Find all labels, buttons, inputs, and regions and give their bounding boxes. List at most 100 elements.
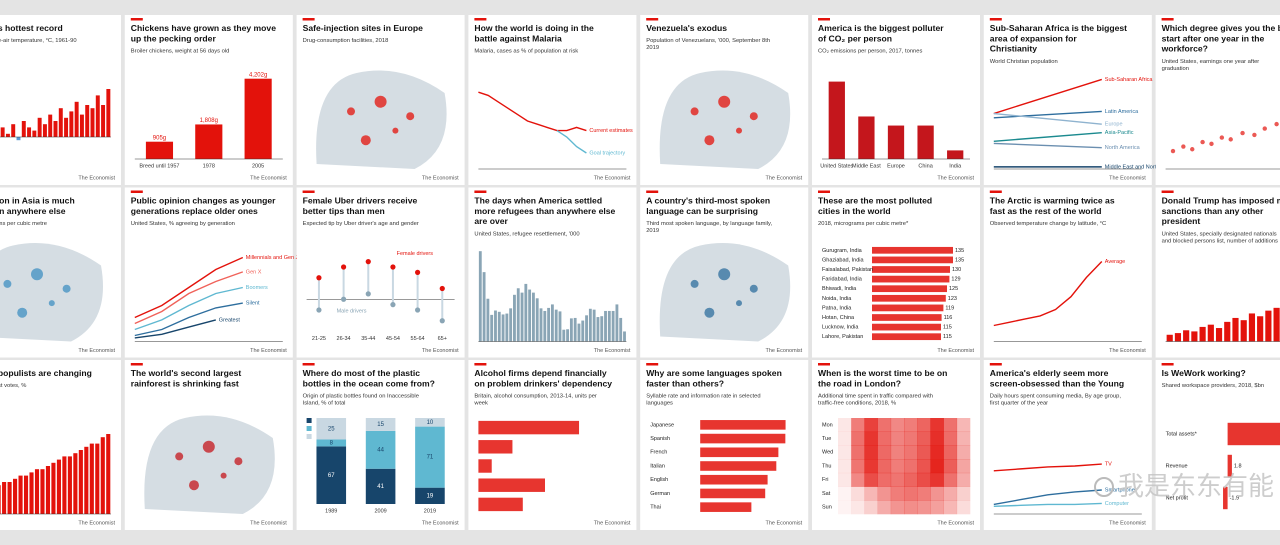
brand-credit: The Economist bbox=[422, 520, 459, 526]
red-tag bbox=[1161, 190, 1174, 193]
value-label: 1.8 bbox=[1234, 463, 1242, 469]
land-shape bbox=[659, 70, 791, 169]
red-tag bbox=[818, 18, 830, 21]
panel: Public opinion changes as younger genera… bbox=[124, 187, 300, 358]
bar bbox=[1223, 486, 1228, 510]
panel-title: A country's third-most spoken language c… bbox=[646, 196, 772, 216]
red-tag bbox=[130, 190, 143, 193]
heat-cell bbox=[864, 486, 878, 501]
heat-cell bbox=[851, 500, 865, 515]
category-label: 1989 bbox=[325, 508, 337, 514]
red-tag bbox=[474, 363, 487, 366]
bar bbox=[872, 266, 950, 273]
heat-cell bbox=[877, 500, 892, 515]
category-label: Revenue bbox=[1166, 463, 1188, 469]
heat-cell bbox=[877, 418, 892, 433]
bar bbox=[539, 308, 543, 342]
panel: Air pollution in Asia is much worse than… bbox=[0, 187, 121, 358]
heat-cell bbox=[877, 431, 892, 446]
segment-label: 67 bbox=[328, 473, 335, 479]
value-label: 135 bbox=[955, 248, 964, 254]
bar bbox=[478, 420, 580, 435]
heat-cell bbox=[838, 472, 852, 487]
bar bbox=[858, 116, 875, 159]
map-marker bbox=[374, 95, 387, 108]
dot bbox=[439, 285, 445, 292]
value-label: 116 bbox=[944, 315, 953, 321]
bar bbox=[84, 446, 89, 514]
heat-cell bbox=[838, 486, 852, 501]
panel-subtitle: Third most spoken language, by language … bbox=[646, 221, 774, 234]
red-tag bbox=[474, 190, 487, 193]
panel-title: The Arctic is warming twice as fast as t… bbox=[990, 196, 1117, 216]
bar bbox=[490, 314, 494, 342]
map-marker bbox=[3, 279, 12, 288]
series-label: Silent bbox=[246, 301, 260, 307]
heat-cell bbox=[943, 472, 958, 487]
heat-cell bbox=[877, 472, 892, 487]
bar bbox=[42, 124, 47, 137]
series-line bbox=[478, 91, 587, 132]
panel-background bbox=[0, 15, 121, 185]
point bbox=[1228, 137, 1233, 142]
series-label: North America bbox=[1105, 145, 1141, 151]
row-label: Sat bbox=[822, 491, 831, 497]
dot bbox=[390, 302, 396, 308]
bar-segment bbox=[316, 439, 347, 447]
heat-cell bbox=[904, 418, 918, 433]
panel-subtitle: Daily hours spent consuming media, By ag… bbox=[990, 393, 1123, 406]
bar bbox=[494, 310, 497, 342]
segment-label: 71 bbox=[427, 455, 434, 461]
panel: Female Uber drivers receive better tips … bbox=[296, 187, 465, 358]
bar bbox=[34, 469, 40, 514]
map-marker bbox=[347, 107, 355, 116]
map-marker bbox=[690, 107, 699, 116]
point bbox=[1219, 135, 1225, 140]
heat-cell bbox=[930, 445, 944, 460]
category-label: India bbox=[949, 163, 962, 169]
bar bbox=[56, 459, 61, 514]
series-line bbox=[993, 502, 1102, 508]
bar bbox=[21, 121, 26, 137]
value-label: 115 bbox=[943, 334, 952, 340]
red-tag bbox=[989, 18, 1002, 21]
legend-swatch bbox=[306, 418, 312, 423]
bar bbox=[51, 462, 56, 514]
legend-swatch bbox=[306, 434, 312, 439]
category-label: 2005 bbox=[252, 163, 264, 169]
bar bbox=[0, 485, 1, 514]
bar bbox=[615, 304, 619, 342]
map-marker bbox=[704, 307, 715, 318]
bar bbox=[1240, 320, 1247, 342]
series-label: Asia-Pacific bbox=[1105, 130, 1134, 136]
dot bbox=[439, 318, 445, 324]
panel: Europe's populists are changing Share of … bbox=[0, 360, 121, 530]
heat-cell bbox=[890, 500, 905, 515]
category-label: Net profit bbox=[1166, 495, 1189, 501]
heat-cell bbox=[838, 445, 852, 460]
bar bbox=[7, 482, 12, 514]
panel-subtitle: Shared workspace providers, 2018, $bn bbox=[1162, 383, 1264, 389]
bar bbox=[1232, 317, 1239, 342]
bar bbox=[596, 317, 600, 342]
value-label: 123 bbox=[948, 296, 957, 302]
bar bbox=[62, 456, 67, 514]
bar bbox=[69, 111, 74, 137]
value-label: 119 bbox=[945, 305, 954, 311]
panel-background bbox=[296, 187, 465, 358]
heat-cell bbox=[904, 431, 918, 446]
category-label: Middle East bbox=[852, 163, 881, 169]
value-label: 905g bbox=[153, 135, 166, 141]
red-tag bbox=[1161, 18, 1174, 21]
bar bbox=[585, 315, 588, 342]
panel-title: Safe-injection sites in Europe bbox=[303, 23, 424, 33]
dot bbox=[341, 296, 347, 302]
red-tag bbox=[989, 190, 1002, 193]
red-tag bbox=[646, 363, 659, 366]
panel-subtitle: 2018, micrograms per cubic metre* bbox=[818, 221, 909, 227]
panel-subtitle: Additional time spent in traffic compare… bbox=[818, 393, 935, 406]
bar-segment bbox=[365, 468, 396, 504]
panel-background bbox=[640, 360, 809, 530]
red-tag bbox=[474, 18, 487, 21]
